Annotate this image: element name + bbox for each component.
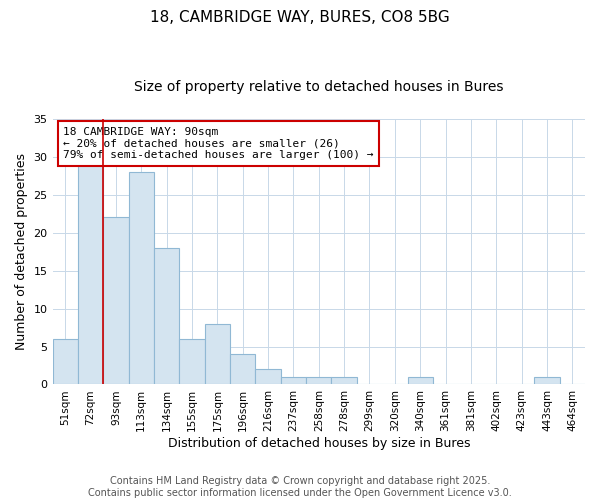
- Bar: [154, 248, 179, 384]
- Text: 18, CAMBRIDGE WAY, BURES, CO8 5BG: 18, CAMBRIDGE WAY, BURES, CO8 5BG: [150, 10, 450, 25]
- Y-axis label: Number of detached properties: Number of detached properties: [15, 153, 28, 350]
- Text: 18 CAMBRIDGE WAY: 90sqm
← 20% of detached houses are smaller (26)
79% of semi-de: 18 CAMBRIDGE WAY: 90sqm ← 20% of detache…: [63, 126, 374, 160]
- Bar: [407, 377, 433, 384]
- Bar: [205, 324, 230, 384]
- Title: Size of property relative to detached houses in Bures: Size of property relative to detached ho…: [134, 80, 503, 94]
- Bar: [534, 377, 560, 384]
- Bar: [53, 339, 78, 384]
- Bar: [306, 377, 331, 384]
- Bar: [78, 164, 103, 384]
- X-axis label: Distribution of detached houses by size in Bures: Distribution of detached houses by size …: [167, 437, 470, 450]
- Bar: [179, 339, 205, 384]
- Bar: [281, 377, 306, 384]
- Bar: [331, 377, 357, 384]
- Text: Contains HM Land Registry data © Crown copyright and database right 2025.
Contai: Contains HM Land Registry data © Crown c…: [88, 476, 512, 498]
- Bar: [256, 370, 281, 384]
- Bar: [128, 172, 154, 384]
- Bar: [230, 354, 256, 384]
- Bar: [103, 218, 128, 384]
